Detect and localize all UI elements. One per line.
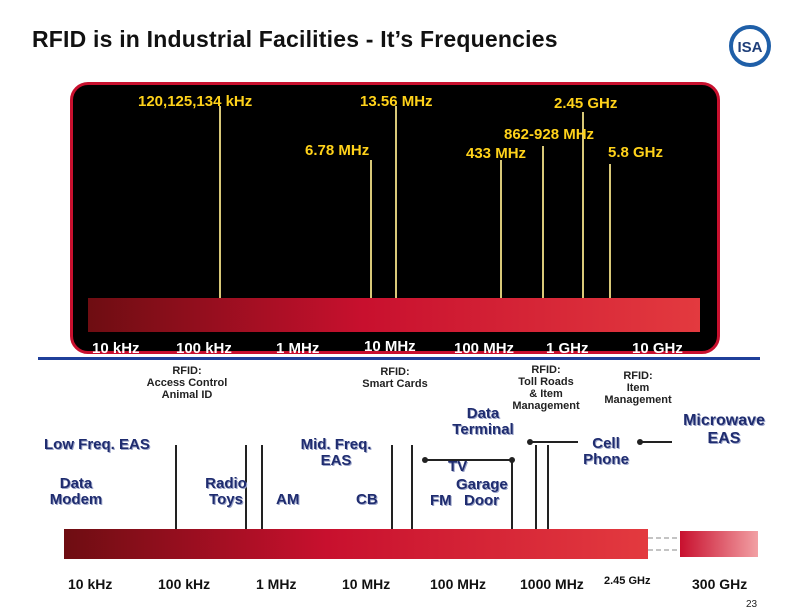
band-hf-label: 13.56 MHz bbox=[360, 93, 433, 110]
app-low-freq-eas: Low Freq. EAS bbox=[44, 436, 150, 453]
bottom-axis-label-1mhz: 1 MHz bbox=[256, 576, 297, 592]
app-microwave-eas: Microwave EAS bbox=[683, 412, 765, 447]
app-mid-freq-eas: Mid. Freq. EAS bbox=[300, 436, 372, 469]
top-axis-label-1ghz: 1 GHz bbox=[546, 340, 589, 357]
app-door: Door bbox=[464, 492, 499, 509]
top-axis-label-10mhz: 10 MHz bbox=[364, 338, 416, 355]
band-uhf-label: 862-928 MHz bbox=[504, 126, 595, 143]
app-am: AM bbox=[276, 491, 300, 508]
app-radio-toys: Radio Toys bbox=[205, 475, 247, 508]
bottom-axis-label-1000mhz: 1000 MHz bbox=[520, 576, 584, 592]
rfid-note-access: RFID: Access Control Animal ID bbox=[146, 365, 228, 401]
app-data-modem: Data Modem bbox=[49, 475, 103, 508]
top-axis-label-100mhz: 100 MHz bbox=[454, 340, 515, 357]
page-number: 23 bbox=[746, 599, 758, 610]
app-cb: CB bbox=[356, 491, 378, 508]
app-cell-phone: Cell Phone bbox=[583, 435, 629, 468]
bottom-axis-label-300ghz: 300 GHz bbox=[692, 576, 748, 592]
slide-title: RFID is in Industrial Facilities - It’s … bbox=[32, 26, 558, 52]
top-axis-label-100khz: 100 kHz bbox=[176, 340, 232, 357]
bottom-spectrum-bar bbox=[64, 529, 648, 559]
top-axis-label-1mhz: 1 MHz bbox=[276, 340, 320, 357]
band-ghz58-label: 5.8 GHz bbox=[608, 144, 664, 161]
bottom-axis-label-2-45ghz: 2.45 GHz bbox=[604, 575, 651, 587]
logo-text: ISA bbox=[737, 39, 762, 56]
app-garage: Garage bbox=[456, 476, 508, 493]
bottom-axis-label-100mhz: 100 MHz bbox=[430, 576, 487, 592]
app-fm: FM bbox=[430, 492, 452, 509]
divider-rule bbox=[38, 357, 760, 360]
bottom-spectrum-bar-extension bbox=[680, 531, 758, 557]
rfid-frequency-markers bbox=[219, 106, 611, 298]
rfid-note-toll: RFID: Toll Roads & Item Management bbox=[512, 364, 580, 412]
bottom-axis-label-10mhz: 10 MHz bbox=[342, 576, 391, 592]
app-tv: TV bbox=[448, 458, 468, 475]
bottom-axis-label-100khz: 100 kHz bbox=[158, 576, 211, 592]
rfid-note-item: RFID: Item Management bbox=[604, 370, 672, 406]
rfid-note-smart: RFID: Smart Cards bbox=[362, 366, 428, 390]
band-uhf433-label: 433 MHz bbox=[466, 145, 527, 162]
spectrum-strip bbox=[88, 298, 700, 332]
top-axis-label-10ghz: 10 GHz bbox=[632, 340, 683, 357]
app-data-terminal: Data Terminal bbox=[452, 405, 514, 438]
top-axis-label-10khz: 10 kHz bbox=[92, 340, 140, 357]
isa-logo: ISA bbox=[729, 25, 771, 67]
band-mw-label: 2.45 GHz bbox=[554, 95, 618, 112]
band-lf-label: 120,125,134 kHz bbox=[138, 93, 253, 110]
bottom-axis-label-10khz: 10 kHz bbox=[68, 576, 113, 592]
band-ism678-label: 6.78 MHz bbox=[305, 142, 370, 159]
